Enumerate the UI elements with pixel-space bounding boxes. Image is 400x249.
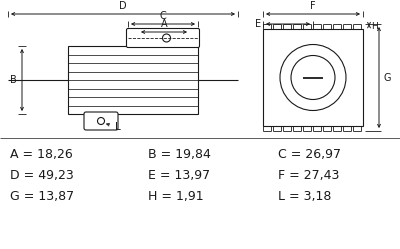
Text: B = 19,84: B = 19,84 [148, 147, 211, 161]
Text: H = 1,91: H = 1,91 [148, 189, 204, 202]
Text: H: H [371, 22, 378, 31]
Circle shape [291, 56, 335, 100]
Bar [68, 46, 198, 114]
Circle shape [162, 34, 170, 42]
Text: L: L [106, 122, 121, 132]
Text: G: G [383, 72, 390, 82]
Text: E = 13,97: E = 13,97 [148, 169, 210, 182]
FancyBboxPatch shape [84, 112, 118, 130]
Text: F = 27,43: F = 27,43 [278, 169, 339, 182]
Text: D = 49,23: D = 49,23 [10, 169, 74, 182]
Text: L = 3,18: L = 3,18 [278, 189, 331, 202]
Circle shape [98, 118, 104, 124]
Text: B: B [10, 75, 17, 85]
Text: E: E [255, 19, 261, 29]
Text: F: F [310, 1, 316, 11]
Text: D: D [119, 1, 127, 11]
Circle shape [280, 45, 346, 111]
Text: A = 18,26: A = 18,26 [10, 147, 73, 161]
Text: C = 26,97: C = 26,97 [278, 147, 341, 161]
Text: G = 13,87: G = 13,87 [10, 189, 74, 202]
Text: C: C [160, 11, 166, 21]
Text: A: A [161, 19, 167, 29]
Bar [263, 29, 363, 126]
FancyBboxPatch shape [126, 28, 200, 48]
